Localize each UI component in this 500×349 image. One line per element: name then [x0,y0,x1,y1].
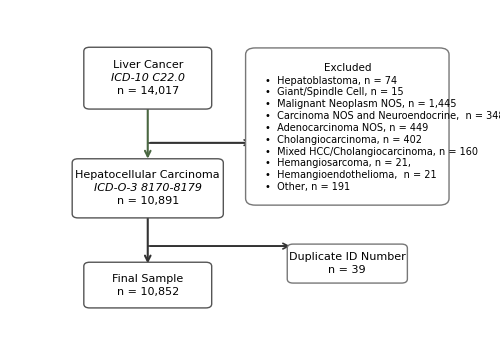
FancyBboxPatch shape [246,48,449,205]
Text: •  Cholangiocarcinoma, n = 402: • Cholangiocarcinoma, n = 402 [265,135,422,145]
Text: Hepatocellular Carcinoma: Hepatocellular Carcinoma [76,170,220,180]
Text: •  Carcinoma NOS and Neuroendocrine,  n = 348: • Carcinoma NOS and Neuroendocrine, n = … [265,111,500,121]
Text: •  Malignant Neoplasm NOS, n = 1,445: • Malignant Neoplasm NOS, n = 1,445 [265,99,456,109]
Text: Final Sample: Final Sample [112,274,184,284]
Text: ICD-10 C22.0: ICD-10 C22.0 [111,73,185,83]
Text: Excluded: Excluded [324,63,371,73]
Text: •  Hemangiosarcoma, n = 21,: • Hemangiosarcoma, n = 21, [265,158,411,168]
Text: •  Hepatoblastoma, n = 74: • Hepatoblastoma, n = 74 [265,76,397,86]
Text: ICD-O-3 8170-8179: ICD-O-3 8170-8179 [94,183,202,193]
Text: n = 39: n = 39 [328,265,366,275]
Text: •  Other, n = 191: • Other, n = 191 [265,182,350,192]
Text: Duplicate ID Number: Duplicate ID Number [289,252,406,262]
Text: •  Adenocarcinoma NOS, n = 449: • Adenocarcinoma NOS, n = 449 [265,123,428,133]
Text: •  Hemangioendothelioma,  n = 21: • Hemangioendothelioma, n = 21 [265,170,436,180]
FancyBboxPatch shape [287,244,408,283]
Text: •  Giant/Spindle Cell, n = 15: • Giant/Spindle Cell, n = 15 [265,88,404,97]
Text: •  Mixed HCC/Cholangiocarcinoma, n = 160: • Mixed HCC/Cholangiocarcinoma, n = 160 [265,147,478,157]
Text: n = 10,891: n = 10,891 [116,196,179,206]
Text: n = 14,017: n = 14,017 [116,86,179,96]
FancyBboxPatch shape [84,47,212,109]
Text: n = 10,852: n = 10,852 [116,287,179,297]
Text: Liver Cancer: Liver Cancer [112,60,183,70]
FancyBboxPatch shape [84,262,212,308]
FancyBboxPatch shape [72,159,224,218]
